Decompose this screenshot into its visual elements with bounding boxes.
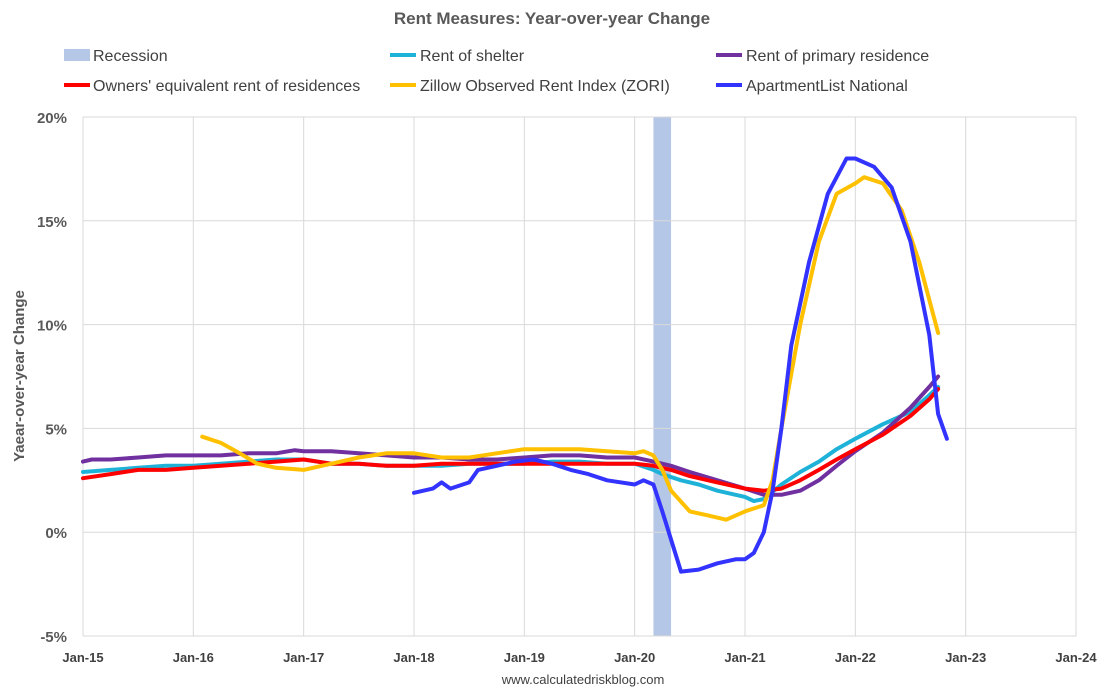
x-tick-label: Jan-19 bbox=[504, 650, 545, 665]
y-tick-label: 10% bbox=[37, 318, 67, 335]
x-tick-label: Jan-18 bbox=[393, 650, 434, 665]
x-tick-label: Jan-24 bbox=[1055, 650, 1097, 665]
series-line-apartmentlist-national bbox=[412, 156, 949, 574]
y-tick-label: 20% bbox=[37, 110, 67, 127]
y-tick-label: -5% bbox=[40, 629, 67, 646]
legend-label-recession: Recession bbox=[93, 48, 168, 65]
series-layer bbox=[81, 156, 949, 574]
recession-layer bbox=[653, 117, 672, 636]
legend-label-owners-equivalent-rent: Owners' equivalent rent of residences bbox=[93, 78, 360, 95]
x-tick-label: Jan-22 bbox=[835, 650, 876, 665]
series-line-owners-equivalent-rent-of-residences bbox=[81, 387, 941, 493]
x-tick-label: Jan-17 bbox=[283, 650, 324, 665]
legend: Recession Rent of shelter Rent of primar… bbox=[64, 48, 929, 95]
footer-source: www.calculatedriskblog.com bbox=[501, 672, 665, 687]
x-tick-label: Jan-16 bbox=[173, 650, 214, 665]
y-tick-label: 15% bbox=[37, 214, 67, 231]
legend-label-rent-of-shelter: Rent of shelter bbox=[420, 48, 525, 65]
series-line-zillow-observed-rent-index-zori bbox=[200, 175, 941, 522]
x-tick-label: Jan-20 bbox=[614, 650, 655, 665]
legend-swatch-recession bbox=[64, 49, 90, 61]
y-tick-label: 0% bbox=[45, 525, 67, 542]
legend-label-apartmentlist: ApartmentList National bbox=[746, 78, 908, 95]
y-axis-label: Yaear-over-year Change bbox=[11, 290, 28, 462]
legend-label-rent-of-primary-residence: Rent of primary residence bbox=[746, 48, 929, 65]
x-tick-label: Jan-21 bbox=[724, 650, 765, 665]
axes-layer: -5% 0% 5% 10% 15% 20% Jan-15 Jan-16 Jan-17 Jan-18… bbox=[37, 110, 1097, 665]
x-tick-label: Jan-23 bbox=[945, 650, 986, 665]
grid-layer bbox=[82, 116, 1077, 637]
series-line-rent-of-primary-residence bbox=[81, 374, 941, 497]
chart-title: Rent Measures: Year-over-year Change bbox=[394, 9, 710, 28]
x-tick-label: Jan-15 bbox=[62, 650, 103, 665]
recession-band bbox=[653, 117, 672, 636]
legend-label-zori: Zillow Observed Rent Index (ZORI) bbox=[420, 78, 670, 95]
y-tick-label: 5% bbox=[45, 421, 67, 438]
